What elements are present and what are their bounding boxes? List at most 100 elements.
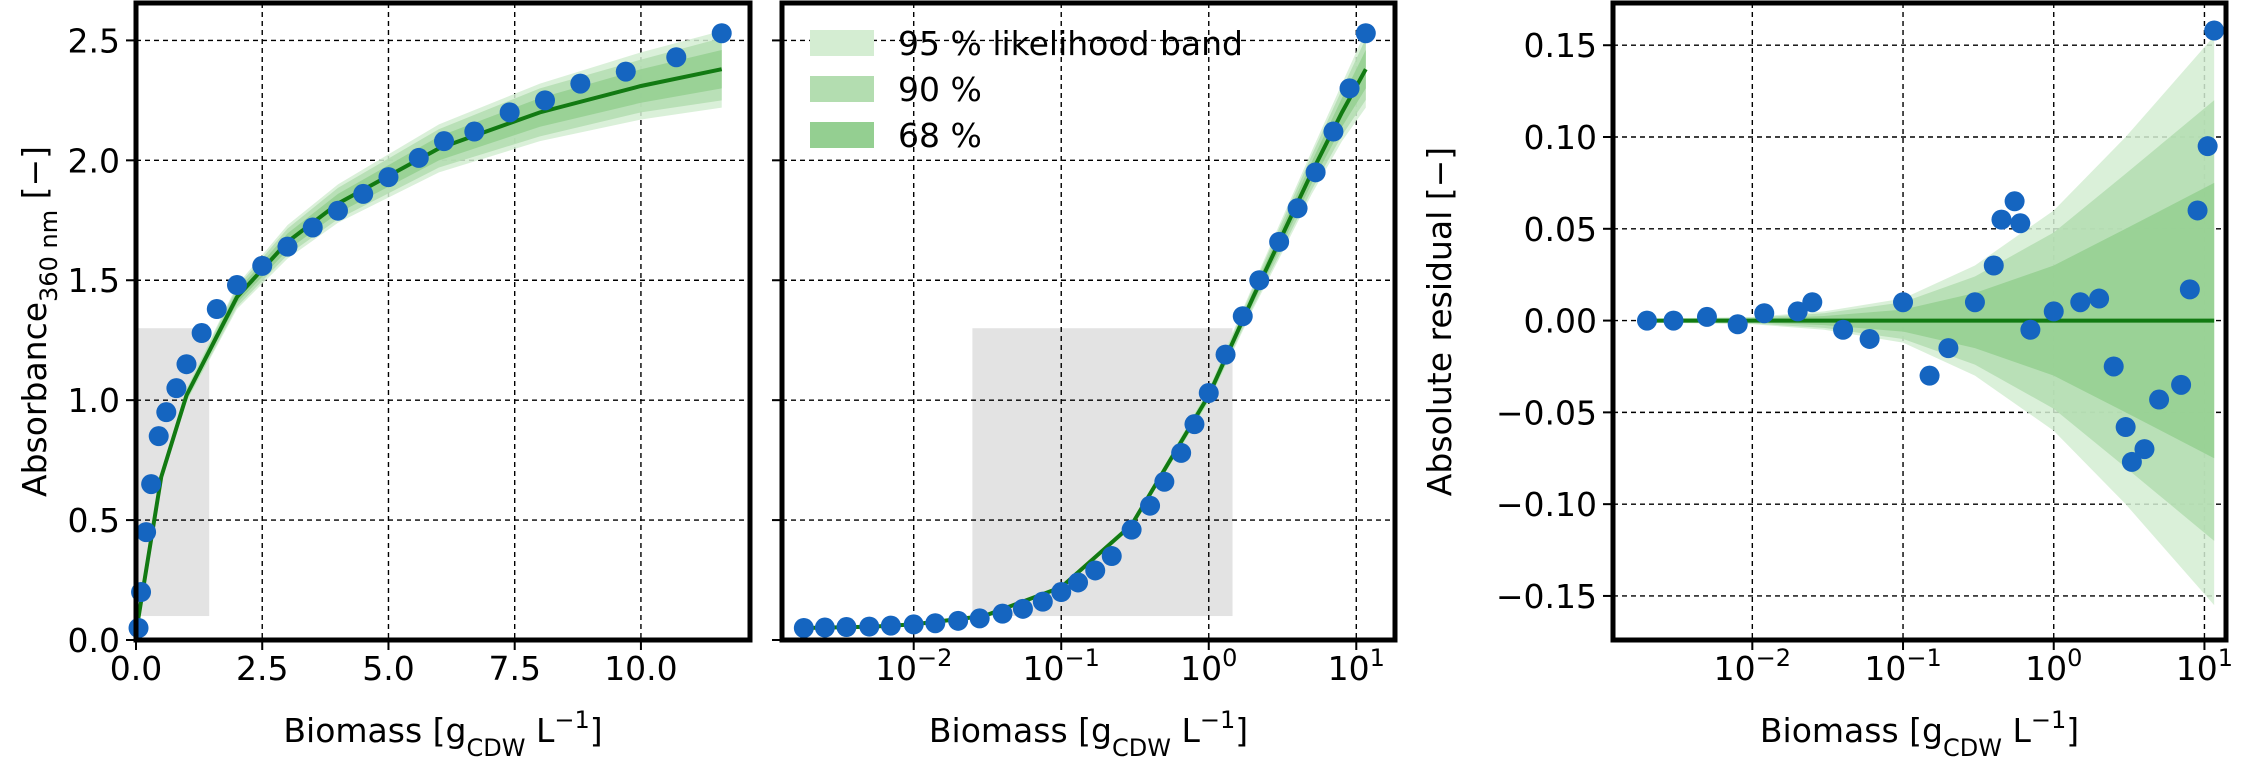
x-axis-label: Biomass [gCDW L−1]	[1760, 706, 2079, 762]
legend-swatch	[810, 30, 874, 56]
x-tick-power: −1	[1906, 644, 1941, 672]
data-point	[1154, 471, 1175, 492]
data-point	[2010, 213, 2031, 234]
data-point	[880, 615, 901, 636]
y-tick-label: 0.00	[1524, 302, 1597, 341]
data-point	[2043, 301, 2064, 322]
x-tick-label: 101	[1328, 644, 1385, 688]
data-point	[302, 217, 323, 238]
y-tick-label: 1.5	[68, 261, 120, 300]
x-tick-base: 10	[875, 649, 917, 688]
y-axis-label: Absolute residual [−]	[1420, 147, 1459, 496]
panel: 10−2 10−1 100 101−0.15−0.10−0.050.000.050.1…	[1420, 0, 2233, 762]
data-point	[1355, 23, 1376, 44]
x-tick-power: 0	[2067, 644, 2082, 672]
data-point	[128, 618, 149, 639]
y-tick-label: 0.0	[68, 621, 120, 660]
data-point	[1032, 591, 1053, 612]
y-tick-label: 1.0	[68, 381, 120, 420]
data-point	[615, 61, 636, 82]
x-tick-label: 10−1	[1023, 644, 1100, 688]
x-axis-label-part: −1	[2031, 706, 2066, 734]
x-tick-label: 10.0	[604, 649, 677, 688]
x-tick-label: 2.5	[236, 649, 288, 688]
data-point	[408, 147, 429, 168]
data-point	[141, 474, 162, 495]
data-point	[136, 522, 157, 543]
x-axis-label-part: CDW	[1112, 734, 1171, 762]
data-point	[793, 618, 814, 639]
data-point	[378, 167, 399, 188]
data-point	[1938, 338, 1959, 359]
data-point	[1068, 572, 1089, 593]
x-tick-base: 10.0	[604, 649, 677, 688]
data-point	[464, 121, 485, 142]
data-point	[1991, 209, 2012, 230]
x-axis-label-part: CDW	[1943, 734, 2002, 762]
x-tick-base: 10	[1328, 649, 1370, 688]
x-tick-label: 10−1	[1864, 644, 1941, 688]
data-point	[1802, 292, 1823, 313]
data-point	[2204, 20, 2225, 41]
data-point	[1051, 582, 1072, 603]
data-point	[156, 402, 177, 423]
data-point	[534, 90, 555, 111]
x-axis-label-part: CDW	[466, 734, 525, 762]
x-tick-base: 10	[2025, 649, 2067, 688]
data-point	[1636, 310, 1657, 331]
fit-line	[136, 67, 723, 634]
data-point	[327, 200, 348, 221]
y-axis-label-part: Absolute residual [−]	[1420, 147, 1459, 496]
data-point	[1249, 270, 1270, 291]
plot-area	[1640, 36, 2215, 606]
legend-label: 95 % likelihood band	[898, 24, 1243, 63]
data-point	[1121, 519, 1142, 540]
y-tick-label: 2.0	[68, 141, 120, 180]
x-axis-label-part: L	[1171, 711, 1200, 750]
data-point	[1269, 231, 1290, 252]
x-axis-label: Biomass [gCDW L−1]	[283, 706, 602, 762]
data-point	[1287, 198, 1308, 219]
data-point	[666, 47, 687, 68]
data-point	[191, 323, 212, 344]
x-tick-power: −1	[1065, 644, 1100, 672]
likelihood-band	[136, 38, 722, 636]
x-tick-base: 10	[1180, 649, 1222, 688]
data-point	[2004, 191, 2025, 212]
data-point	[206, 299, 227, 320]
data-point	[226, 275, 247, 296]
data-point	[1696, 306, 1717, 327]
x-axis-label-part: L	[525, 711, 554, 750]
x-axis-label-part: Biomass [g	[1760, 711, 1943, 750]
panel: 0.0 2.5 5.0 7.5 10.0 0.0 0.5 1.0 1.5 2.0 2.5 Biomas…	[15, 0, 753, 762]
data-point	[1323, 121, 1344, 142]
data-point	[1085, 560, 1106, 581]
legend-swatch	[810, 76, 874, 102]
x-tick-base: 10	[1864, 649, 1906, 688]
y-tick-label: −0.10	[1496, 485, 1597, 524]
data-point	[1964, 292, 1985, 313]
y-axis-label-part: Absorbance	[15, 302, 54, 497]
x-tick-label: 100	[2025, 644, 2082, 688]
y-axis-label-part: 360 nm	[35, 210, 63, 302]
data-point	[1754, 303, 1775, 324]
data-point	[2149, 389, 2170, 410]
data-point	[166, 378, 187, 399]
data-point	[969, 608, 990, 629]
y-tick-label: −0.05	[1496, 393, 1597, 432]
y-axis-label: Absorbance360 nm [−]	[15, 146, 64, 497]
data-point	[1983, 255, 2004, 276]
x-tick-power: 1	[1370, 644, 1385, 672]
data-point	[570, 73, 591, 94]
data-point	[2020, 319, 2041, 340]
x-axis-label-part: ]	[590, 711, 603, 750]
data-point	[2134, 439, 2155, 460]
x-tick-base: 10	[2176, 649, 2218, 688]
y-tick-label: 0.10	[1524, 118, 1597, 157]
x-axis-label-part: Biomass [g	[929, 711, 1112, 750]
data-point	[2187, 200, 2208, 221]
data-point	[1339, 78, 1360, 99]
x-tick-power: 0	[1222, 644, 1237, 672]
